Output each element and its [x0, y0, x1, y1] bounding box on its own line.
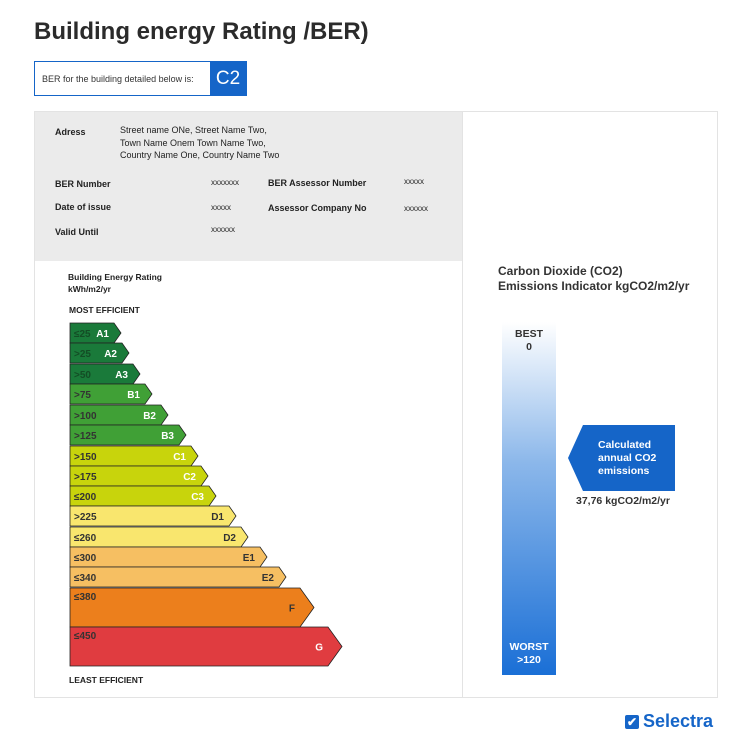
band-range: ≤200 [74, 492, 97, 503]
ber-number-value: xxxxxxx [211, 178, 239, 187]
band-range: ≤340 [74, 573, 97, 584]
band-range: >125 [74, 431, 97, 442]
band-range: >175 [74, 472, 97, 483]
address-line: Town Name Onem Town Name Two, [120, 137, 266, 148]
band-grade: B2 [143, 411, 156, 422]
co2-worst: WORST >120 [502, 641, 556, 667]
best-label: BEST [514, 328, 543, 340]
band-range: >100 [74, 411, 97, 422]
band-b3 [69, 424, 187, 446]
band-range: ≤25 [74, 329, 91, 340]
band-grade: C3 [191, 492, 204, 503]
assessor-number-label: BER Assessor Number [268, 178, 367, 188]
page-title: Building energy Rating /BER) [34, 18, 369, 45]
band-f [69, 587, 315, 628]
band-grade: C1 [173, 452, 186, 463]
co2-value: 37,76 kgCO2/m2/yr [576, 495, 670, 507]
band-grade: B3 [161, 431, 174, 442]
address-line: Country Name One, Country Name Two [120, 150, 280, 160]
co2-callout-arrow: Calculated annual CO2 emissions [568, 425, 675, 491]
callout-line: emissions [598, 465, 650, 477]
band-c1 [69, 445, 199, 467]
valid-until-value: xxxxxx [211, 225, 235, 234]
band-grade: D1 [211, 512, 224, 523]
band-e2 [69, 566, 287, 588]
band-range: ≤300 [74, 553, 97, 564]
band-a3 [69, 363, 141, 385]
rating-unit: kWh/m2/yr [68, 284, 111, 294]
band-d1 [69, 505, 237, 527]
most-efficient-label: MOST EFFICIENT [69, 305, 140, 315]
band-grade: B1 [127, 390, 140, 401]
divider [462, 112, 463, 697]
selectra-logo: ✔ Selectra [625, 711, 713, 732]
worst-label: WORST [509, 641, 549, 653]
rating-title: Building Energy Rating kWh/m2/yr [68, 271, 162, 295]
co2-title-line: Emissions Indicator kgCO2/m2/yr [498, 279, 690, 293]
band-grade: D2 [223, 533, 236, 544]
band-c2 [69, 465, 209, 487]
co2-best: BEST 0 [502, 328, 556, 354]
band-range: >150 [74, 452, 97, 463]
band-g [69, 626, 343, 667]
band-c3 [69, 485, 217, 507]
building-info: Adress Street name ONe, Street Name Two,… [35, 112, 462, 261]
callout-line: annual CO2 [598, 452, 657, 464]
least-efficient-label: LEAST EFFICIENT [69, 675, 144, 685]
ber-number-label: BER Number [55, 179, 111, 189]
band-range: ≤450 [74, 631, 97, 642]
band-range: >25 [74, 349, 91, 360]
assessor-number-value: xxxxx [404, 177, 424, 186]
band-range: ≤260 [74, 533, 97, 544]
band-d2 [69, 526, 249, 548]
valid-until-label: Valid Until [55, 227, 99, 237]
band-grade: E1 [243, 553, 256, 564]
worst-value: >120 [517, 654, 541, 666]
logo-text: Selectra [643, 711, 714, 731]
band-grade: A2 [104, 349, 117, 360]
band-range: >75 [74, 390, 91, 401]
band-e1 [69, 546, 268, 568]
address-value: Street name ONe, Street Name Two, Town N… [120, 124, 279, 162]
band-grade: A3 [115, 370, 128, 381]
band-b1 [69, 383, 153, 405]
ber-result-box: BER for the building detailed below is: … [34, 61, 247, 96]
address-label: Adress [55, 127, 86, 137]
co2-callout-text: Calculated annual CO2 emissions [598, 439, 656, 478]
date-of-issue-label: Date of issue [55, 202, 112, 212]
assessor-company-value: xxxxxx [404, 204, 428, 213]
address-line: Street name ONe, Street Name Two, [120, 125, 267, 135]
band-a1 [69, 322, 122, 344]
certificate-panel: Adress Street name ONe, Street Name Two,… [34, 111, 718, 698]
checkbox-icon: ✔ [625, 714, 639, 729]
band-grade: C2 [183, 472, 196, 483]
ber-result-label: BER for the building detailed below is: [42, 73, 194, 84]
callout-line: Calculated [598, 439, 652, 451]
co2-title-line: Carbon Dioxide (CO2) [498, 264, 623, 278]
rating-title-line: Building Energy Rating [68, 272, 162, 282]
band-range: >50 [74, 370, 91, 381]
best-value: 0 [526, 341, 532, 353]
co2-title: Carbon Dioxide (CO2) Emissions Indicator… [498, 264, 689, 294]
band-grade: G [315, 643, 323, 654]
ber-result-value: C2 [210, 62, 246, 95]
band-b2 [69, 404, 169, 426]
energy-rating-scale: ≤25 A1 >25 A2 >50 A3 >75 B1 >100 B2 >125 B3 >150 C1 >1… [69, 322, 343, 667]
band-grade: F [289, 604, 295, 615]
band-a2 [69, 342, 130, 364]
band-grade: A1 [96, 329, 109, 340]
co2-scale-bar: BEST 0 WORST >120 [502, 322, 556, 675]
band-range: ≤380 [74, 592, 97, 603]
band-range: >225 [74, 512, 97, 523]
assessor-company-label: Assessor Company No [268, 203, 367, 213]
date-of-issue-value: xxxxx [211, 203, 231, 212]
band-grade: E2 [262, 573, 275, 584]
